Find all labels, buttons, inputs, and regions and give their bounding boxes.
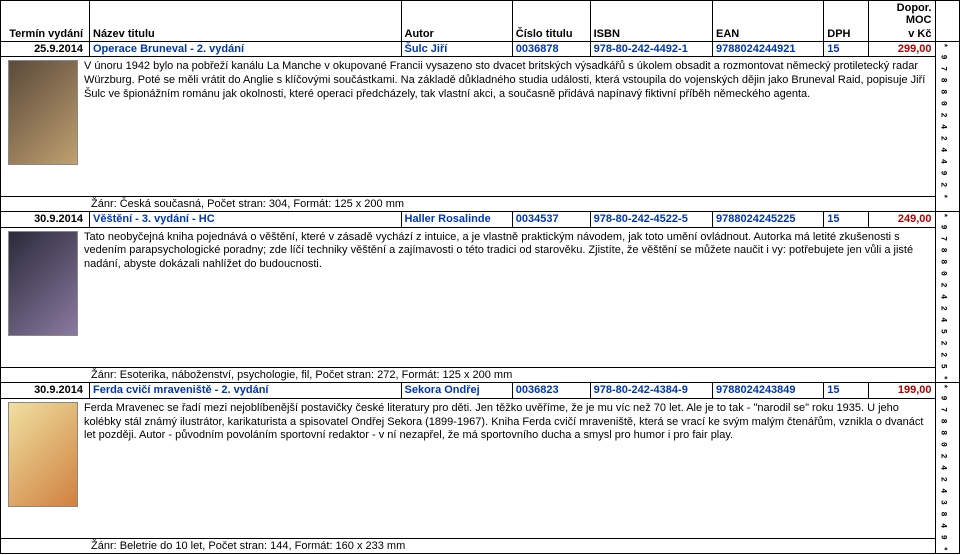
book-desc-row: Tato neobyčejná kniha pojednává o věštěn…: [1, 227, 960, 367]
barcode-icon: * 9 7 8 8 0 2 4 2 4 4 9 2 *: [939, 43, 948, 200]
cell-num: 0034537: [512, 212, 590, 228]
hdr-dph: DPH: [824, 27, 869, 42]
cell-isbn: 978-80-242-4522-5: [590, 212, 712, 228]
cell-num: 0036878: [512, 42, 590, 57]
book-genre-row: Žánr: Beletrie do 10 let, Počet stran: 1…: [1, 538, 960, 554]
book-cover-image: [8, 60, 78, 165]
barcode-icon: * 9 7 8 8 0 2 4 2 4 5 2 2 5 *: [939, 213, 948, 381]
book-description: Tato neobyčejná kniha pojednává o věštěn…: [84, 231, 928, 336]
cell-num: 0036823: [512, 383, 590, 399]
cell-date: 30.9.2014: [1, 383, 90, 399]
cell-author: Šulc Jiří: [401, 42, 512, 57]
book-description: V únoru 1942 bylo na pobřeží kanálu La M…: [84, 60, 928, 165]
cell-date: 25.9.2014: [1, 42, 90, 57]
cell-price: 199,00: [868, 383, 935, 399]
cell-ean: 9788024243849: [713, 383, 824, 399]
cell-author: Haller Rosalinde: [401, 212, 512, 228]
book-cover-image: [8, 402, 78, 507]
book-description: Ferda Mravenec se řadí mezi nejoblíbeněj…: [84, 402, 928, 507]
hdr-num: Číslo titulu: [512, 27, 590, 42]
book-catalog-table: Dopor. MOC Termín vydání Název titulu Au…: [0, 0, 960, 554]
cell-ean: 9788024245225: [713, 212, 824, 228]
barcode-cell: * 9 7 8 8 0 2 4 2 4 3 8 4 9 *: [935, 383, 960, 554]
hdr-author: Autor: [401, 27, 512, 42]
cell-title: Věštění - 3. vydání - HC: [90, 212, 402, 228]
book-title-row: 30.9.2014Ferda cvičí mraveniště - 2. vyd…: [1, 383, 960, 399]
hdr-isbn: ISBN: [590, 27, 712, 42]
hdr-date: Termín vydání: [1, 27, 90, 42]
cell-dph: 15: [824, 383, 869, 399]
barcode-cell: * 9 7 8 8 0 2 4 2 4 4 9 2 *: [935, 42, 960, 212]
hdr-ean: EAN: [713, 27, 824, 42]
book-cover-image: [8, 231, 78, 336]
genre-text: Žánr: Beletrie do 10 let, Počet stran: 1…: [1, 538, 936, 554]
hdr-price-top: Dopor. MOC: [868, 1, 935, 28]
hdr-price: v Kč: [868, 27, 935, 42]
book-desc-row: Ferda Mravenec se řadí mezi nejoblíbeněj…: [1, 398, 960, 538]
barcode-icon: * 9 7 8 8 0 2 4 2 4 3 8 4 9 *: [939, 384, 948, 552]
cell-ean: 9788024244921: [713, 42, 824, 57]
header-row-1: Dopor. MOC: [1, 1, 960, 28]
cell-title: Operace Bruneval - 2. vydání: [90, 42, 402, 57]
cell-price: 249,00: [868, 212, 935, 228]
cell-isbn: 978-80-242-4492-1: [590, 42, 712, 57]
book-desc-row: V únoru 1942 bylo na pobřeží kanálu La M…: [1, 57, 960, 197]
cell-isbn: 978-80-242-4384-9: [590, 383, 712, 399]
book-title-row: 30.9.2014Věštění - 3. vydání - HCHaller …: [1, 212, 960, 228]
cell-author: Sekora Ondřej: [401, 383, 512, 399]
cell-dph: 15: [824, 212, 869, 228]
cell-date: 30.9.2014: [1, 212, 90, 228]
cell-price: 299,00: [868, 42, 935, 57]
genre-text: Žánr: Esoterika, náboženství, psychologi…: [1, 367, 936, 383]
header-row-2: Termín vydání Název titulu Autor Číslo t…: [1, 27, 960, 42]
book-title-row: 25.9.2014Operace Bruneval - 2. vydáníŠul…: [1, 42, 960, 57]
book-genre-row: Žánr: Česká současná, Počet stran: 304, …: [1, 197, 960, 212]
genre-text: Žánr: Česká současná, Počet stran: 304, …: [1, 197, 936, 212]
hdr-title: Název titulu: [90, 27, 402, 42]
cell-title: Ferda cvičí mraveniště - 2. vydání: [90, 383, 402, 399]
barcode-cell: * 9 7 8 8 0 2 4 2 4 5 2 2 5 *: [935, 212, 960, 383]
book-genre-row: Žánr: Esoterika, náboženství, psychologi…: [1, 367, 960, 383]
cell-dph: 15: [824, 42, 869, 57]
